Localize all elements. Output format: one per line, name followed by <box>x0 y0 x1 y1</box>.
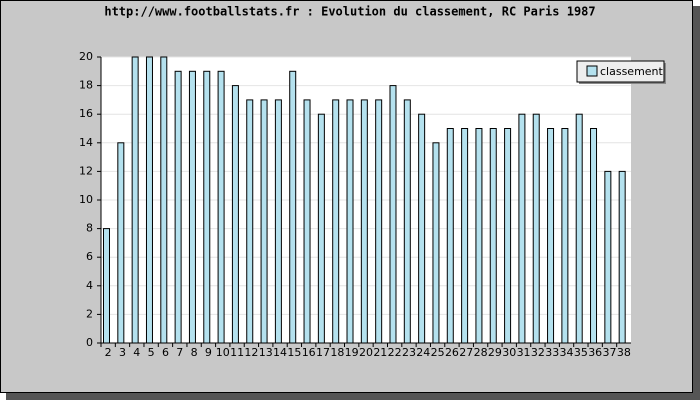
x-tick-label: 35 <box>574 346 588 359</box>
x-tick-label: 32 <box>531 346 545 359</box>
x-tick-label: 3 <box>119 346 126 359</box>
bar <box>489 128 497 344</box>
x-tick-label: 12 <box>244 346 258 359</box>
x-tick-label: 15 <box>287 346 301 359</box>
chart-title: http://www.footballstats.fr : Evolution … <box>104 5 595 19</box>
y-tick-label: 20 <box>79 50 93 63</box>
bar <box>260 99 268 344</box>
bar <box>346 99 354 344</box>
x-tick-label: 25 <box>431 346 445 359</box>
x-tick-label: 17 <box>316 346 330 359</box>
x-tick-label: 28 <box>474 346 488 359</box>
x-tick-label: 34 <box>560 346 574 359</box>
x-tick-label: 29 <box>488 346 502 359</box>
bar <box>145 56 153 344</box>
x-tick-label: 4 <box>133 346 140 359</box>
bar <box>317 113 325 344</box>
x-tick-label: 10 <box>216 346 230 359</box>
bar <box>590 128 598 344</box>
bar <box>532 113 540 344</box>
bar <box>289 70 297 344</box>
legend-label: classement <box>600 65 664 78</box>
legend <box>576 60 665 83</box>
y-tick-label: 12 <box>79 164 93 177</box>
x-tick-label: 2 <box>105 346 112 359</box>
x-tick-label: 38 <box>617 346 631 359</box>
x-tick-label: 33 <box>545 346 559 359</box>
bar <box>203 70 211 344</box>
x-tick-label: 9 <box>205 346 212 359</box>
bar <box>188 70 196 344</box>
x-tick-label: 6 <box>162 346 169 359</box>
y-tick-label: 8 <box>86 222 93 235</box>
legend-swatch <box>586 65 598 77</box>
x-tick-label: 16 <box>302 346 316 359</box>
bar <box>561 128 569 344</box>
bar <box>217 70 225 344</box>
bar <box>231 85 239 344</box>
bar <box>103 228 110 344</box>
y-tick-label: 18 <box>79 79 93 92</box>
x-tick-label: 23 <box>402 346 416 359</box>
x-tick-label: 7 <box>176 346 183 359</box>
bar <box>575 113 583 344</box>
bar <box>160 56 168 344</box>
x-tick-label: 18 <box>330 346 344 359</box>
x-tick-label: 20 <box>359 346 373 359</box>
x-tick-label: 13 <box>259 346 273 359</box>
bar <box>618 170 626 344</box>
x-tick-label: 8 <box>191 346 198 359</box>
bar <box>360 99 368 344</box>
x-tick-label: 31 <box>517 346 531 359</box>
bar <box>475 128 483 344</box>
x-tick-label: 27 <box>459 346 473 359</box>
bar <box>432 142 440 344</box>
bar <box>332 99 340 344</box>
bar <box>461 128 469 344</box>
x-tick-label: 14 <box>273 346 287 359</box>
bar <box>375 99 383 344</box>
bar <box>117 142 125 344</box>
x-tick-label: 21 <box>373 346 387 359</box>
y-tick-label: 14 <box>79 136 93 149</box>
bar <box>174 70 182 344</box>
x-tick-label: 36 <box>588 346 602 359</box>
x-tick-label: 11 <box>230 346 244 359</box>
bar <box>504 128 512 344</box>
bar <box>131 56 139 344</box>
y-tick-label: 4 <box>86 279 93 292</box>
bar <box>389 85 397 344</box>
x-tick-label: 19 <box>345 346 359 359</box>
y-tick-label: 16 <box>79 107 93 120</box>
x-tick-label: 30 <box>502 346 516 359</box>
bar <box>418 113 426 344</box>
bar <box>246 99 254 344</box>
x-tick-label: 5 <box>148 346 155 359</box>
x-tick-label: 22 <box>388 346 402 359</box>
bar <box>303 99 311 344</box>
bar <box>403 99 411 344</box>
bar <box>604 170 612 344</box>
bar <box>274 99 282 344</box>
y-tick-label: 10 <box>79 193 93 206</box>
y-tick-label: 6 <box>86 250 93 263</box>
bar <box>518 113 526 344</box>
x-tick-label: 37 <box>603 346 617 359</box>
x-tick-label: 24 <box>416 346 430 359</box>
y-tick-label: 0 <box>86 336 93 349</box>
bar <box>446 128 454 344</box>
bar <box>547 128 555 344</box>
x-tick-label: 26 <box>445 346 459 359</box>
y-tick-label: 2 <box>86 307 93 320</box>
